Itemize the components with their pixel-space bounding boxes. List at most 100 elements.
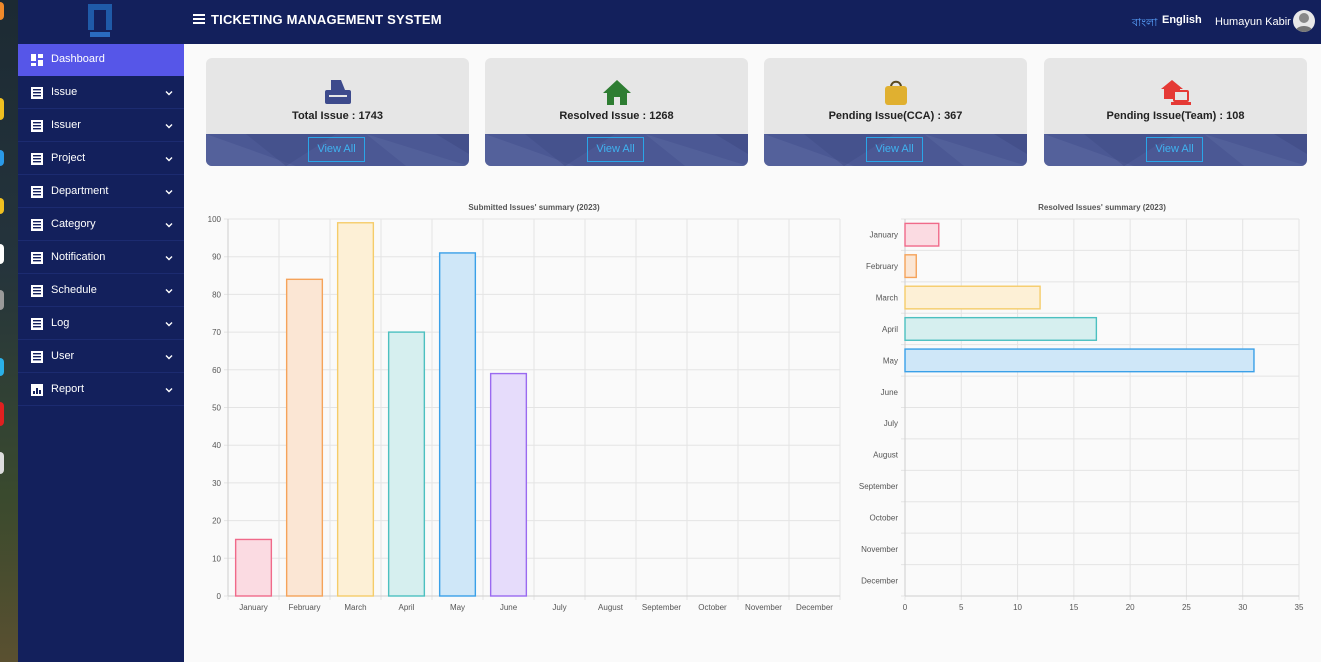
list-icon (31, 318, 43, 330)
chevron-down-icon (165, 322, 173, 327)
x-tick-label: 30 (1238, 603, 1247, 612)
stat-card: Total Issue : 1743 View All (206, 58, 469, 166)
x-tick-label: 25 (1182, 603, 1191, 612)
stat-card-label: Resolved Issue : 1268 (559, 110, 674, 122)
sidebar-item-user[interactable]: User (18, 341, 184, 373)
chevron-down-icon (165, 223, 173, 228)
x-tick-label: September (642, 603, 681, 612)
language-bangla-link[interactable]: বাংলা (1132, 17, 1158, 29)
y-tick-label: 40 (212, 441, 221, 450)
sidebar-item-issue[interactable]: Issue (18, 77, 184, 109)
y-tick-label: 10 (212, 554, 221, 563)
sidebar-item-label: Dashboard (51, 53, 105, 65)
y-tick-label: 100 (208, 215, 222, 224)
stat-card-footer: View All (764, 134, 1027, 166)
stat-card-footer: View All (485, 134, 748, 166)
list-icon (31, 351, 43, 363)
x-tick-label: 20 (1126, 603, 1135, 612)
sidebar: Dashboard Issue Issuer Project Department Cat… (18, 0, 184, 662)
chevron-down-icon (165, 289, 173, 294)
hamburger-menu-icon[interactable] (193, 14, 205, 24)
chart-title-resolved: Resolved Issues' summary (2023) (1038, 203, 1166, 212)
dock-app-yellow[interactable] (0, 98, 4, 120)
y-tick-label: March (876, 294, 898, 303)
y-tick-label: July (884, 419, 898, 428)
x-tick-label: November (745, 603, 782, 612)
sidebar-item-log[interactable]: Log (18, 308, 184, 340)
y-tick-label: 20 (212, 517, 221, 526)
dock-app-gray[interactable] (0, 290, 4, 310)
sidebar-item-label: Issuer (51, 119, 81, 131)
dock-app-red[interactable] (0, 402, 4, 426)
sidebar-item-issuer[interactable]: Issuer (18, 110, 184, 142)
y-tick-label: 90 (212, 253, 221, 262)
sidebar-item-project[interactable]: Project (18, 143, 184, 175)
stat-card-label: Pending Issue(Team) : 108 (1106, 110, 1245, 122)
y-tick-label: 50 (212, 404, 221, 413)
sidebar-item-department[interactable]: Department (18, 176, 184, 208)
sidebar-item-label: Report (51, 383, 85, 395)
list-icon (31, 186, 43, 198)
home-icon (603, 80, 631, 105)
view-all-button[interactable]: View All (308, 137, 365, 162)
list-icon (31, 153, 43, 165)
y-tick-label: November (861, 545, 898, 554)
sidebar-item-label: Issue (51, 86, 78, 98)
chevron-down-icon (165, 256, 173, 261)
app-title: TICKETING MANAGEMENT SYSTEM (211, 12, 442, 27)
sidebar-item-label: Notification (51, 251, 106, 263)
x-tick-label: August (598, 603, 624, 612)
dock-app-white[interactable] (0, 244, 4, 264)
stat-card-label: Total Issue : 1743 (292, 110, 383, 122)
bar-february (904, 254, 917, 279)
y-tick-label: January (870, 231, 898, 240)
resolved-issues-chart: 0 5 10 15 20 25 30 35 January February March April M… (859, 218, 1304, 612)
shopping-bag-icon (885, 80, 907, 105)
inbox-tray-icon (325, 80, 351, 104)
list-icon (31, 252, 43, 264)
view-all-button[interactable]: View All (866, 137, 923, 162)
sidebar-item-dashboard[interactable]: Dashboard (18, 44, 184, 76)
x-tick-label: January (239, 603, 267, 612)
x-tick-label: July (552, 603, 566, 612)
view-all-button[interactable]: View All (587, 137, 644, 162)
chevron-down-icon (165, 355, 173, 360)
dock-app-yellow-2[interactable] (0, 198, 4, 214)
dock-app-blue[interactable] (0, 150, 4, 166)
y-tick-label: December (861, 576, 898, 585)
sidebar-item-label: Project (51, 152, 86, 164)
list-icon (31, 120, 43, 132)
stat-card-footer: View All (1044, 134, 1307, 166)
top-header: TICKETING MANAGEMENT SYSTEM বাংলা Englis… (184, 0, 1321, 44)
avatar[interactable] (1293, 10, 1315, 32)
y-tick-label: April (882, 325, 898, 334)
bar-march (336, 222, 375, 597)
dock-app-orange[interactable] (0, 2, 4, 20)
bar-april (904, 316, 1098, 341)
y-tick-label: 60 (212, 366, 221, 375)
sidebar-item-notification[interactable]: Notification (18, 242, 184, 274)
list-icon (31, 87, 43, 99)
y-tick-label: 0 (217, 592, 222, 601)
sidebar-item-schedule[interactable]: Schedule (18, 275, 184, 307)
dock-app-cyan[interactable] (0, 358, 4, 376)
user-name[interactable]: Humayun Kabir (1215, 16, 1291, 28)
y-tick-label: October (870, 513, 899, 522)
sidebar-item-label: User (51, 350, 75, 362)
bar-may (438, 252, 477, 597)
language-english-link[interactable]: English (1162, 14, 1202, 26)
bar-june (489, 372, 528, 597)
dock-app-light[interactable] (0, 452, 4, 474)
sidebar-item-label: Category (51, 218, 96, 230)
x-tick-label: June (500, 603, 518, 612)
view-all-button[interactable]: View All (1146, 137, 1203, 162)
bar-april (387, 331, 426, 597)
x-tick-label: April (398, 603, 414, 612)
bar-chart-icon (31, 384, 43, 396)
sidebar-item-report[interactable]: Report (18, 374, 184, 406)
x-tick-label: October (698, 603, 727, 612)
x-tick-label: 15 (1069, 603, 1078, 612)
stat-card: Pending Issue(CCA) : 367 View All (764, 58, 1027, 166)
sidebar-item-category[interactable]: Category (18, 209, 184, 241)
y-tick-label: February (866, 262, 898, 271)
